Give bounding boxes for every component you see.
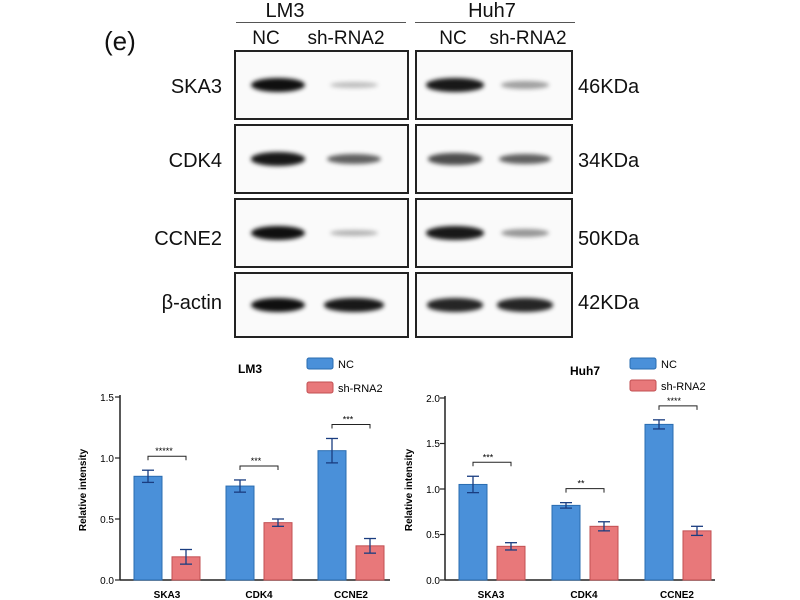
lane-label-huh7-sh: sh-RNA2	[489, 28, 567, 49]
blot-huh7-ska3	[415, 50, 573, 120]
band-huh7-ccne2-sh	[500, 228, 550, 238]
legend-label-nc: NC	[338, 359, 354, 371]
x-tick-label: SKA3	[154, 590, 181, 600]
y-tick-label: 1.0	[426, 485, 440, 496]
lane-label-huh7-nc: NC	[439, 28, 467, 49]
lane-label-lm3-nc: NC	[252, 28, 280, 49]
cell-line-underline-lm3	[236, 22, 406, 23]
significance-bracket	[658, 405, 698, 410]
blot-huh7-ccne2	[415, 198, 573, 268]
protein-label-cdk4: CDK4	[168, 150, 222, 172]
x-tick-label: CCNE2	[660, 590, 694, 600]
cell-line-label-lm3: LM3	[265, 0, 305, 22]
band-lm3-ccne2-nc	[251, 226, 305, 240]
blot-lm3-beta-actin	[234, 272, 409, 338]
significance-bracket	[239, 465, 279, 470]
kda-label-beta-actin: 42KDa	[578, 292, 640, 314]
y-tick-label: 1.0	[100, 454, 114, 465]
legend-swatch-sh	[629, 379, 657, 392]
legend-label-sh: sh-RNA2	[661, 381, 706, 393]
y-tick-label: 1.5	[100, 393, 114, 404]
x-tick-label: SKA3	[478, 590, 505, 600]
y-tick-label: 0.5	[100, 515, 114, 526]
significance-bracket	[331, 423, 371, 429]
significance-bracket	[565, 488, 605, 493]
y-tick-label: 0.5	[426, 530, 440, 541]
band-huh7-ska3-sh	[501, 81, 549, 89]
x-tick-label: CDK4	[245, 590, 273, 600]
bar-chart-huh7: Huh7 NC sh-RNA2 Relative intensity 0.0 0…	[404, 357, 715, 600]
legend-label-nc: NC	[661, 359, 677, 371]
band-huh7-ccne2-nc	[426, 226, 484, 240]
bar-sh	[589, 525, 619, 581]
bar-sh	[263, 522, 293, 581]
kda-label-ska3: 46KDa	[578, 76, 640, 98]
kda-label-ccne2: 50KDa	[578, 228, 640, 250]
y-axis-label: Relative intensity	[78, 448, 89, 531]
bar-nc	[317, 450, 347, 581]
significance-label: ***	[251, 456, 262, 466]
significance-bracket	[472, 461, 512, 467]
kda-label-cdk4: 34KDa	[578, 150, 640, 172]
significance-bracket	[147, 455, 187, 461]
significance-label: **	[577, 479, 585, 489]
significance-label: ***	[483, 452, 494, 462]
y-tick-label: 1.5	[426, 439, 440, 450]
band-huh7-beta-actin-nc	[426, 298, 484, 312]
bar-sh	[496, 545, 526, 581]
bar-chart-lm3: LM3 NC sh-RNA2 Relative intensity 0.0 0.…	[78, 357, 390, 600]
cell-line-underline-huh7	[415, 22, 575, 23]
protein-label-ska3: SKA3	[170, 76, 222, 98]
blot-lm3-ska3	[234, 50, 409, 120]
band-huh7-cdk4-nc	[428, 153, 482, 165]
band-lm3-cdk4-sh	[327, 153, 381, 165]
y-tick-label: 2.0	[426, 394, 440, 405]
y-axis-label: Relative intensity	[404, 448, 415, 531]
chart-title: Huh7	[570, 364, 600, 378]
cell-line-label-huh7: Huh7	[468, 0, 516, 22]
bar-nc	[133, 475, 163, 581]
bar-nc	[458, 483, 488, 581]
bar-nc	[225, 485, 255, 581]
panel-label: (e)	[104, 26, 136, 56]
significance-label: ****	[667, 396, 682, 406]
band-lm3-ccne2-sh	[330, 229, 378, 237]
y-tick-label: 0.0	[426, 576, 440, 587]
band-lm3-ska3-nc	[251, 78, 305, 92]
lane-label-lm3-sh: sh-RNA2	[307, 28, 385, 49]
band-huh7-beta-actin-sh	[496, 298, 554, 312]
legend-swatch-sh	[306, 381, 334, 394]
legend-label-sh: sh-RNA2	[338, 383, 383, 395]
blot-huh7-cdk4	[415, 124, 573, 194]
band-lm3-cdk4-nc	[251, 152, 305, 166]
chart-title: LM3	[238, 362, 262, 376]
band-huh7-cdk4-sh	[498, 153, 552, 165]
bar-sh	[682, 530, 712, 581]
blot-lm3-ccne2	[234, 198, 409, 268]
x-tick-label: CDK4	[570, 590, 598, 600]
protein-label-ccne2: CCNE2	[154, 228, 222, 250]
protein-label-beta-actin: β-actin	[161, 292, 222, 314]
band-lm3-beta-actin-sh	[324, 298, 384, 312]
band-huh7-ska3-nc	[426, 78, 484, 92]
band-lm3-beta-actin-nc	[251, 298, 305, 312]
legend-swatch-nc	[629, 357, 657, 370]
blot-lm3-cdk4	[234, 124, 409, 194]
x-tick-label: CCNE2	[334, 590, 368, 600]
bar-nc	[551, 504, 581, 581]
significance-label: *****	[155, 446, 173, 456]
legend-swatch-nc	[306, 357, 334, 370]
bar-nc	[644, 423, 674, 581]
blot-huh7-beta-actin	[415, 272, 573, 338]
significance-label: ***	[343, 414, 354, 424]
band-lm3-ska3-sh	[330, 81, 378, 89]
y-tick-label: 0.0	[100, 576, 114, 587]
